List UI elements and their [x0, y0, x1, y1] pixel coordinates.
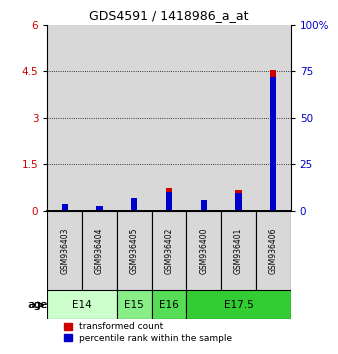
- Text: GSM936403: GSM936403: [60, 227, 69, 274]
- Bar: [166, 192, 172, 211]
- FancyBboxPatch shape: [256, 211, 291, 290]
- Bar: [270, 70, 276, 211]
- Bar: [166, 188, 172, 211]
- Text: age: age: [27, 300, 47, 310]
- Text: E17.5: E17.5: [224, 300, 254, 310]
- FancyBboxPatch shape: [221, 211, 256, 290]
- Title: GDS4591 / 1418986_a_at: GDS4591 / 1418986_a_at: [89, 9, 249, 22]
- Text: GSM936404: GSM936404: [95, 227, 104, 274]
- Text: GSM936402: GSM936402: [165, 227, 173, 274]
- Bar: [47, 25, 82, 211]
- Text: E15: E15: [124, 300, 144, 310]
- FancyBboxPatch shape: [82, 211, 117, 290]
- Bar: [96, 206, 103, 211]
- FancyBboxPatch shape: [152, 211, 186, 290]
- Text: age: age: [28, 300, 47, 310]
- Bar: [152, 25, 186, 211]
- Bar: [186, 25, 221, 211]
- Text: GSM936405: GSM936405: [130, 227, 139, 274]
- FancyBboxPatch shape: [117, 290, 152, 319]
- Text: GSM936401: GSM936401: [234, 227, 243, 274]
- Bar: [96, 208, 103, 211]
- FancyBboxPatch shape: [47, 211, 82, 290]
- Bar: [131, 199, 137, 211]
- Legend: transformed count, percentile rank within the sample: transformed count, percentile rank withi…: [64, 322, 233, 343]
- Bar: [62, 207, 68, 211]
- Bar: [235, 190, 242, 211]
- Text: GSM936400: GSM936400: [199, 227, 208, 274]
- Bar: [201, 201, 207, 211]
- Bar: [221, 25, 256, 211]
- Bar: [256, 25, 291, 211]
- Bar: [270, 77, 276, 211]
- Text: GSM936406: GSM936406: [269, 227, 278, 274]
- FancyBboxPatch shape: [47, 290, 117, 319]
- Bar: [235, 193, 242, 211]
- Bar: [117, 25, 152, 211]
- Bar: [82, 25, 117, 211]
- FancyBboxPatch shape: [152, 290, 186, 319]
- Bar: [62, 204, 68, 211]
- Text: E14: E14: [72, 300, 92, 310]
- FancyBboxPatch shape: [186, 290, 291, 319]
- FancyBboxPatch shape: [186, 211, 221, 290]
- Bar: [201, 200, 207, 211]
- FancyBboxPatch shape: [117, 211, 152, 290]
- Text: E16: E16: [159, 300, 179, 310]
- Bar: [131, 198, 137, 211]
